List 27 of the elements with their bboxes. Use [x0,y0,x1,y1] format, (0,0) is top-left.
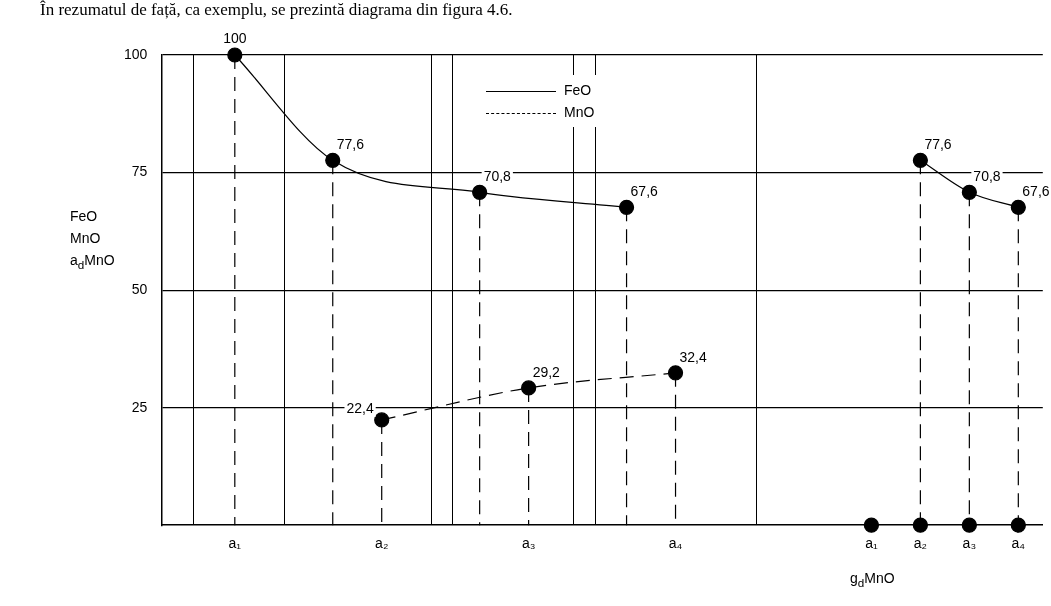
text: În rezumatul de față, ca exemplu, se prezintă diagrama din figura 4.6. [40,0,513,20]
x-axis-title: g$_{d}$MnO [850,570,895,589]
y-axis-title: FeO MnO a$_{d}$MnO [70,207,115,273]
x-tick-label: a₂ [913,535,927,552]
data-label: 77,6 [924,136,952,153]
data-label: 67,6 [630,183,659,200]
legend-label: FeO [564,82,592,98]
y-tick-label: 75 [131,163,148,180]
legend-label: MnO [564,104,595,120]
x-tick-label: a₄ [668,535,683,552]
y-tick-label: 100 [124,45,148,62]
x-tick-label: a₃ [962,535,977,552]
data-label: 32,4 [679,348,707,365]
y-tick-label: 25 [131,398,148,415]
data-label: 67,6 [1022,183,1050,200]
data-label: 70,8 [973,168,1001,185]
x-tick-label: a₁ [865,535,878,552]
data-label: 70,8 [483,168,512,185]
data-label: 22,4 [346,399,374,416]
y-tick-label: 50 [131,280,148,297]
x-tick-label: a₁ [228,535,242,552]
x-tick-label: a₂ [375,535,389,552]
data-label: 29,2 [532,363,561,380]
x-tick-label: a₃ [521,535,536,552]
data-label: 77,6 [336,136,365,153]
x-tick-label: a₄ [1011,535,1026,552]
data-label: 100 [223,29,247,46]
